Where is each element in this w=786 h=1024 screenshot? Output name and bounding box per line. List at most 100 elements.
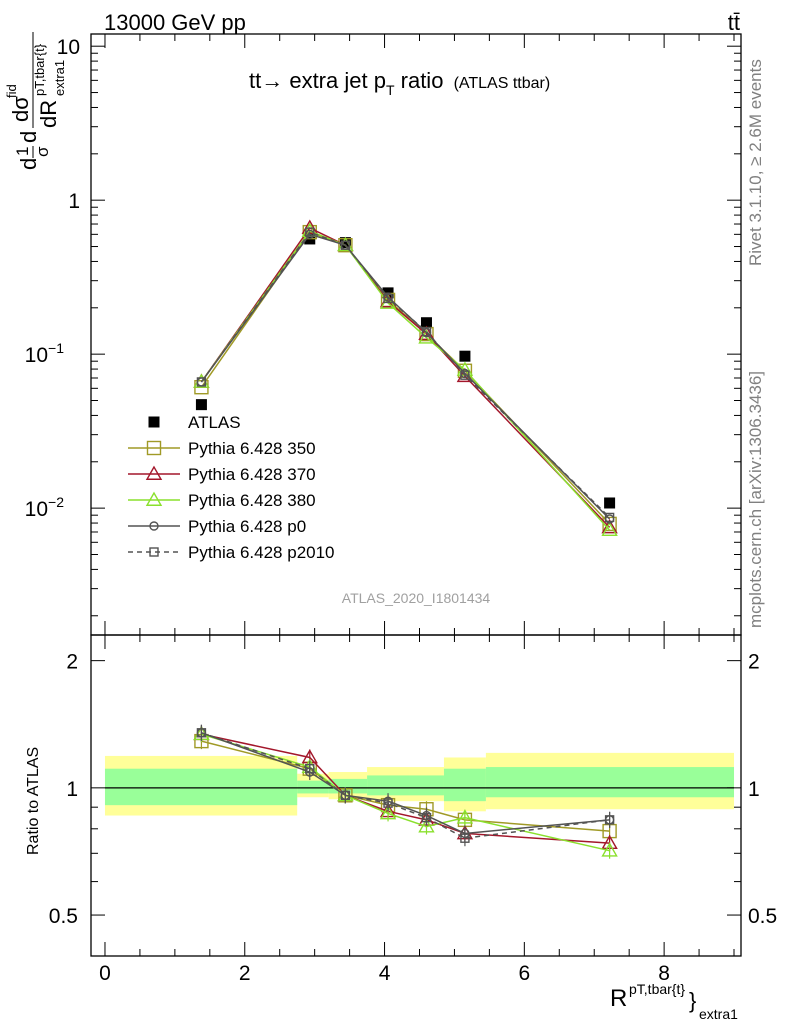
legend-item: Pythia 6.428 p2010 (128, 543, 335, 562)
main-y-tick-label: 10 (57, 36, 80, 59)
ratio-y-tick-label-right: 2 (748, 651, 760, 674)
svg-text:extra1: extra1 (52, 60, 67, 96)
svg-text:σ: σ (33, 146, 52, 157)
ratio-data-point (383, 798, 393, 808)
legend-item: ATLAS (148, 413, 241, 432)
data-point (601, 521, 618, 537)
band-green (297, 780, 329, 794)
svg-text:}: } (689, 988, 696, 1013)
main-axis-ticks: 10 1 10−1 10−2 (25, 34, 741, 635)
series-pythia-6-428-380 (193, 222, 618, 537)
data-point (305, 227, 315, 237)
data-point (195, 399, 207, 411)
ratio-y-tick-label: 1 (66, 778, 78, 801)
rivet-version-label: Rivet 3.1.10, ≥ 2.6M events (746, 59, 765, 266)
main-y-tick-label: 10−2 (25, 494, 65, 521)
legend-item: Pythia 6.428 370 (128, 465, 316, 484)
ratio-data-point (305, 763, 315, 774)
band-green (443, 768, 486, 802)
svg-text:fid: fid (4, 84, 19, 98)
series-pythia-6-428-p2010 (196, 227, 615, 523)
legend-item: Pythia 6.428 350 (128, 439, 316, 458)
legend-label: Pythia 6.428 p2010 (188, 543, 335, 562)
main-y-tick-label: 1 (68, 190, 80, 213)
ratio-data-point (196, 728, 207, 738)
data-point (340, 240, 351, 250)
band-green (367, 775, 410, 796)
x-tick-label: 2 (239, 962, 251, 985)
process-label: tt̄ (728, 10, 740, 35)
series-line (200, 230, 611, 531)
svg-text:dR: dR (36, 100, 61, 128)
series-pythia-6-428-370 (193, 219, 618, 534)
series-pythia-6-428-350 (194, 224, 617, 532)
legend: ATLAS Pythia 6.428 350 Pythia 6.428 370 Pyt… (128, 413, 335, 562)
legend-marker (146, 440, 162, 456)
svg-text:extra1: extra1 (699, 1006, 738, 1022)
band-green (485, 767, 735, 798)
x-tick-label: 8 (658, 962, 670, 985)
ratio-data-point (379, 804, 397, 820)
data-point (604, 512, 615, 523)
series-line (200, 233, 611, 520)
ratio-y-tick-label: 0.5 (49, 905, 78, 928)
ratio-y-tick-label-right: 1 (748, 778, 760, 801)
svg-text:dσ: dσ (8, 96, 33, 122)
data-point (459, 350, 471, 362)
svg-text:d: d (16, 158, 41, 170)
ratio-data-point (340, 790, 351, 801)
data-point (604, 497, 616, 509)
legend-marker (145, 491, 163, 506)
svg-text:d: d (16, 131, 41, 143)
legend-marker (149, 521, 159, 531)
legend-label: Pythia 6.428 380 (188, 491, 316, 510)
legend-item: Pythia 6.428 p0 (128, 517, 306, 536)
svg-text:pT,tbar{t}: pT,tbar{t} (629, 981, 685, 997)
main-title: tt→ extra jet pT ratio (ATLAS ttbar) (249, 68, 550, 98)
energy-label: 13000 GeV pp (104, 10, 246, 35)
legend-marker (149, 547, 159, 557)
ratio-data-point (601, 842, 618, 857)
x-axis-label: R pT,tbar{t} } extra1 (610, 981, 738, 1022)
ratio-series-layer (193, 724, 618, 859)
x-tick-label: 6 (518, 962, 530, 985)
analysis-watermark: ATLAS_2020_I1801434 (342, 590, 491, 606)
data-point (196, 377, 207, 387)
band-green (104, 768, 298, 806)
data-point (420, 317, 432, 329)
data-point (421, 326, 432, 337)
band-green (409, 775, 444, 796)
legend-label: Pythia 6.428 350 (188, 439, 316, 458)
x-tick-label: 4 (379, 962, 391, 985)
legend-label: Pythia 6.428 370 (188, 465, 316, 484)
mcplots-label: mcplots.cern.ch [arXiv:1306.3436] (746, 371, 765, 628)
main-series-layer (193, 219, 618, 537)
ratio-frame (90, 634, 742, 957)
ratio-y-tick-label-right: 0.5 (748, 905, 777, 928)
legend-item: Pythia 6.428 380 (128, 491, 316, 510)
data-point (339, 237, 351, 249)
main-y-tick-label: 10−1 (25, 340, 65, 367)
legend-marker (145, 465, 163, 480)
legend-marker (148, 416, 160, 428)
svg-text:1: 1 (13, 147, 32, 156)
ratio-series-pythia-6-428-p2010 (196, 724, 615, 847)
legend-label: ATLAS (188, 413, 241, 432)
data-point (460, 370, 470, 380)
ratio-data-point (456, 809, 474, 824)
ratio-data-point (604, 815, 615, 825)
svg-text:pT,tbar{t}: pT,tbar{t} (32, 43, 47, 96)
ratio-y-axis-label: Ratio to ATLAS (25, 747, 42, 855)
x-tick-label: 0 (99, 962, 111, 985)
ratio-y-tick-label: 2 (66, 651, 78, 674)
ratio-data-point (418, 818, 435, 833)
main-y-axis-label: d 1 σ d dσ fid dR pT,tbar{t} extra1 (4, 32, 67, 170)
legend-label: Pythia 6.428 p0 (188, 517, 306, 536)
series-line (200, 231, 611, 518)
ratio-data-point (460, 833, 470, 843)
svg-text:R: R (610, 985, 627, 1012)
ratio-uncertainty-bands (104, 752, 735, 816)
ratio-data-point (421, 812, 432, 823)
ratio-axis-ticks: 2 2 1 1 0.5 0.5 0 2 4 6 8 (49, 635, 777, 985)
